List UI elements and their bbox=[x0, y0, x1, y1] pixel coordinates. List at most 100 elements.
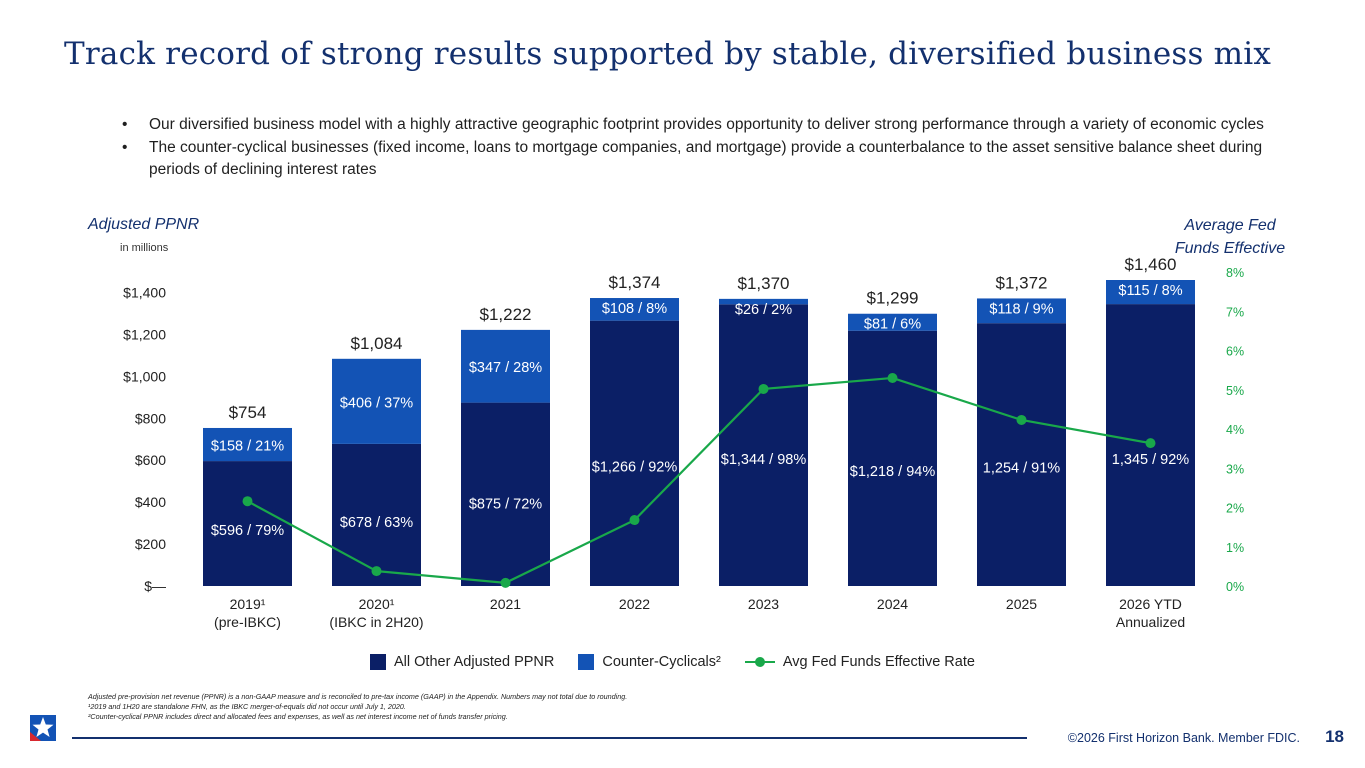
left-axis-units: in millions bbox=[120, 242, 169, 254]
legend-item-all-other: All Other Adjusted PPNR bbox=[370, 654, 554, 670]
total-label: $1,372 bbox=[996, 273, 1048, 292]
bar-counter-cyclical bbox=[1106, 280, 1195, 305]
total-label: $1,460 bbox=[1125, 255, 1177, 274]
bullet-glyph: • bbox=[122, 116, 128, 133]
y2-tick-label: 1% bbox=[1226, 541, 1244, 555]
bullet-text: Our diversified business model with a hi… bbox=[149, 116, 1264, 133]
all-other-data-label: 1,254 / 91% bbox=[983, 461, 1060, 477]
x-tick-label: 2022 bbox=[619, 596, 650, 612]
copyright-text: ©2026 First Horizon Bank. Member FDIC. bbox=[1067, 731, 1300, 745]
y2-tick-label: 3% bbox=[1226, 462, 1244, 476]
bullet-glyph: • bbox=[122, 139, 128, 156]
chart-legend: All Other Adjusted PPNR Counter-Cyclical… bbox=[370, 652, 999, 672]
bar-all-other bbox=[977, 323, 1066, 586]
all-other-data-label: $596 / 79% bbox=[211, 523, 284, 539]
fed-funds-line bbox=[246, 376, 1151, 584]
bar-counter-cyclical bbox=[590, 298, 679, 321]
fed-funds-point bbox=[242, 496, 253, 507]
bullet-item: • Our diversified business model with a h… bbox=[122, 114, 1297, 136]
x-tick-label: Annualized bbox=[1116, 614, 1185, 630]
first-horizon-logo-icon bbox=[30, 715, 56, 741]
legend-line-icon bbox=[744, 656, 775, 668]
total-label: $1,299 bbox=[867, 289, 919, 308]
fed-funds-point bbox=[758, 383, 769, 394]
fed-funds-point bbox=[629, 515, 640, 526]
bullet-text: The counter-cyclical businesses (fixed i… bbox=[149, 139, 1263, 178]
x-tick-label: 2025 bbox=[1006, 596, 1037, 612]
bar-counter-cyclical bbox=[203, 427, 292, 462]
right-axis-title-line: Funds Effective bbox=[1174, 240, 1286, 257]
right-axis-title: Average Fed Funds Effective bbox=[1150, 214, 1310, 260]
x-tick-label: (IBKC in 2H20) bbox=[329, 614, 423, 630]
y2-tick-label: 8% bbox=[1226, 266, 1244, 280]
counter-data-label: $108 / 8% bbox=[602, 301, 667, 317]
fed-funds-point bbox=[371, 566, 382, 577]
legend-swatch-all-other bbox=[370, 654, 386, 670]
all-other-data-label: $1,218 / 94% bbox=[850, 464, 936, 480]
x-tick-label: 2023 bbox=[748, 596, 779, 612]
total-label: $1,222 bbox=[480, 305, 532, 324]
bars-layer bbox=[203, 280, 1195, 586]
fed-funds-point bbox=[1145, 438, 1156, 449]
counter-data-label: $158 / 21% bbox=[211, 439, 284, 455]
fed-funds-point bbox=[1016, 414, 1027, 425]
bar-all-other bbox=[203, 461, 292, 586]
footnotes: Adjusted pre-provision net revenue (PPNR… bbox=[88, 692, 627, 722]
bar-all-other bbox=[461, 402, 550, 586]
all-other-data-label: 1,345 / 92% bbox=[1112, 452, 1189, 468]
counter-data-label: $118 / 9% bbox=[989, 301, 1053, 317]
y2-tick-label: 7% bbox=[1226, 305, 1244, 319]
footer-rule bbox=[72, 737, 1027, 739]
fed-funds-point bbox=[500, 577, 511, 588]
legend-swatch-counter bbox=[578, 654, 595, 670]
counter-data-label: $81 / 6% bbox=[864, 317, 921, 333]
counter-data-label: $347 / 28% bbox=[469, 360, 542, 376]
x-tick-label: 2024 bbox=[877, 596, 908, 612]
y-tick-label: $200 bbox=[135, 536, 166, 552]
x-tick-label: 2019¹ bbox=[230, 596, 266, 612]
bar-counter-cyclical bbox=[848, 313, 937, 331]
bar-all-other bbox=[848, 330, 937, 586]
bar-all-other bbox=[719, 304, 808, 586]
y2-tick-label: 0% bbox=[1226, 580, 1244, 594]
bullet-list: • Our diversified business model with a h… bbox=[122, 114, 1297, 182]
all-other-data-label: $1,266 / 92% bbox=[592, 460, 678, 476]
x-tick-label: 2026 YTD bbox=[1119, 596, 1182, 612]
x-tick-label: 2020¹ bbox=[359, 596, 395, 612]
x-tick-label: 2021 bbox=[490, 596, 521, 612]
total-label: $1,084 bbox=[351, 334, 403, 353]
bar-counter-cyclical bbox=[332, 358, 421, 444]
footnote: ²Counter-cyclical PPNR includes direct a… bbox=[88, 712, 508, 721]
bar-counter-cyclical bbox=[719, 298, 808, 305]
fed-funds-point bbox=[887, 372, 898, 383]
footnote: ¹2019 and 1H20 are standalone FHN, as th… bbox=[88, 702, 406, 711]
y-tick-label: $— bbox=[144, 578, 166, 594]
y-tick-label: $600 bbox=[135, 452, 166, 468]
fed-line-layer bbox=[242, 372, 1156, 588]
bar-all-other bbox=[332, 443, 421, 586]
total-label: $1,370 bbox=[738, 274, 790, 293]
y-tick-label: $400 bbox=[135, 494, 166, 510]
bar-counter-cyclical bbox=[977, 298, 1066, 324]
page-number: 18 bbox=[1325, 727, 1344, 746]
y-tick-label: $800 bbox=[135, 410, 166, 426]
bar-all-other bbox=[590, 320, 679, 586]
footnote: Adjusted pre-provision net revenue (PPNR… bbox=[88, 692, 628, 701]
bar-counter-cyclical bbox=[461, 329, 550, 403]
total-label: $754 bbox=[229, 403, 267, 422]
right-axis-title-line: Average Fed bbox=[1184, 217, 1276, 234]
bullet-item: • The counter-cyclical businesses (fixed … bbox=[122, 137, 1297, 181]
all-other-data-label: $678 / 63% bbox=[340, 515, 413, 531]
legend-label-all-other: All Other Adjusted PPNR bbox=[394, 654, 555, 670]
legend-label-fed: Avg Fed Funds Effective Rate bbox=[782, 654, 975, 670]
counter-data-label: $26 / 2% bbox=[735, 302, 792, 318]
x-tick-label: (pre-IBKC) bbox=[214, 614, 281, 630]
y-tick-label: $1,000 bbox=[123, 368, 166, 384]
y2-tick-label: 4% bbox=[1226, 423, 1244, 437]
y2-tick-label: 2% bbox=[1226, 502, 1244, 516]
y-tick-label: $1,200 bbox=[123, 326, 166, 342]
counter-data-label: $406 / 37% bbox=[340, 395, 413, 411]
left-axis-title: Adjusted PPNR bbox=[88, 216, 200, 233]
chart-labels-layer: $— $200 $400 $600 $800 $1,000 $1,200 $1,400 0% 1%… bbox=[123, 255, 1244, 630]
